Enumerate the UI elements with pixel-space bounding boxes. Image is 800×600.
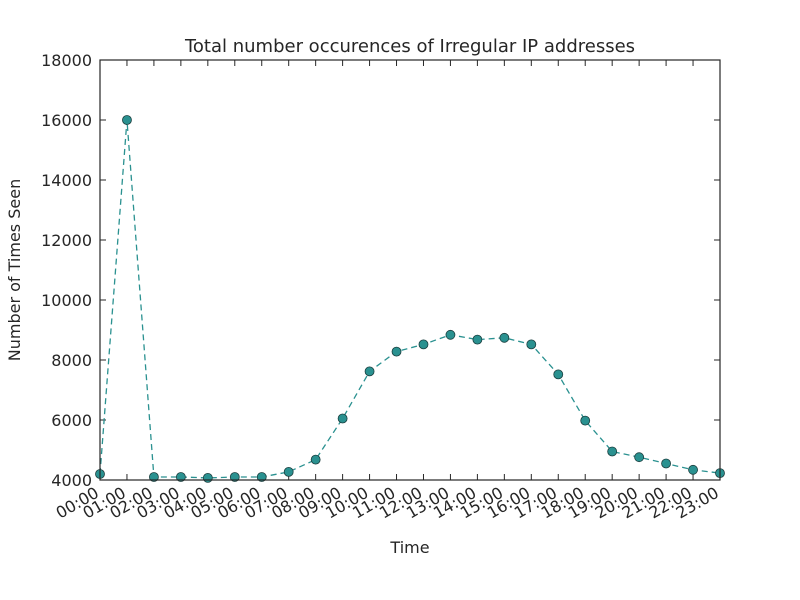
data-point — [688, 464, 698, 475]
y-tick-label: 16000 — [41, 111, 92, 130]
y-tick-label: 4000 — [51, 471, 92, 490]
data-point — [337, 413, 348, 424]
data-point — [283, 466, 294, 477]
data-point — [202, 472, 213, 483]
y-tick-label: 10000 — [41, 291, 92, 310]
data-point — [472, 334, 483, 345]
data-point — [149, 472, 159, 482]
data-point — [229, 472, 240, 482]
data-point — [580, 415, 591, 426]
y-axis-label: Number of Times Seen — [5, 179, 24, 361]
x-axis-label: Time — [389, 538, 429, 557]
data-point — [122, 115, 132, 125]
series-line — [99, 119, 721, 479]
data-point — [418, 339, 429, 350]
y-tick-label: 18000 — [41, 51, 92, 70]
y-tick-label: 14000 — [41, 171, 92, 190]
data-point — [310, 454, 321, 465]
data-point — [391, 346, 402, 357]
series-layer — [95, 115, 725, 483]
data-point — [553, 369, 564, 380]
data-point — [256, 472, 267, 482]
data-point — [364, 366, 375, 377]
data-point — [661, 458, 671, 469]
y-tick-label: 12000 — [41, 231, 92, 250]
y-tick-label: 8000 — [51, 351, 92, 370]
plot-frame — [99, 59, 721, 481]
data-point — [634, 452, 645, 463]
data-point — [499, 332, 510, 343]
data-point — [526, 339, 537, 350]
data-point — [175, 472, 186, 482]
chart-title: Total number occurences of Irregular IP … — [184, 36, 635, 57]
data-point — [445, 329, 456, 340]
tick-layer: 400060008000100001200014000160001800000:… — [41, 51, 722, 523]
data-point — [607, 446, 618, 457]
y-tick-label: 6000 — [51, 411, 92, 430]
